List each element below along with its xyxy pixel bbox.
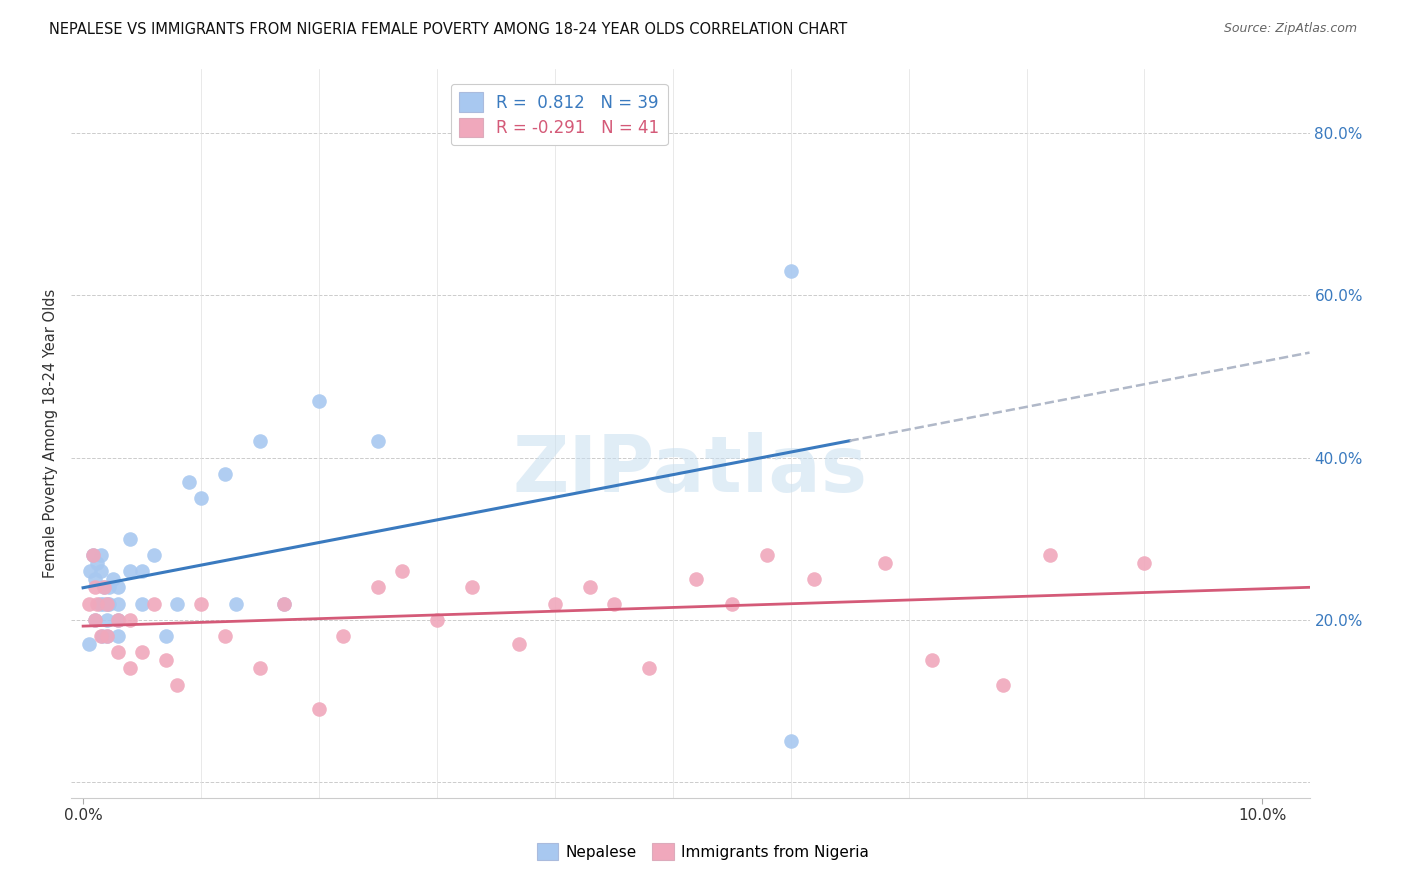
Point (93, 580, 115, 594)
Point (91, 597, 114, 611)
Point (426, 613, 449, 627)
Point (367, 580, 389, 594)
Point (90, 548, 112, 562)
Point (120, 613, 142, 627)
Point (155, 629, 177, 643)
Point (214, 629, 236, 643)
Point (803, 572, 825, 586)
Point (249, 661, 271, 675)
Point (107, 629, 129, 643)
Point (107, 613, 129, 627)
Point (508, 637, 530, 651)
Point (91, 629, 114, 643)
Point (82, 548, 104, 562)
Point (82, 548, 104, 562)
Point (142, 548, 165, 562)
Point (273, 597, 295, 611)
Point (96, 597, 118, 611)
Point (131, 597, 153, 611)
Point (190, 491, 212, 505)
Point (93, 580, 115, 594)
Point (90, 629, 112, 643)
Point (83, 613, 105, 627)
Point (720, 597, 742, 611)
Point (603, 597, 626, 611)
Point (756, 548, 779, 562)
Point (98, 597, 121, 611)
Point (461, 580, 484, 594)
Point (131, 645, 153, 659)
Point (120, 661, 142, 675)
Point (1039, 548, 1062, 562)
Point (214, 467, 236, 481)
Point (544, 597, 567, 611)
Point (367, 434, 389, 449)
Point (107, 645, 129, 659)
Point (1133, 556, 1156, 570)
Point (86, 556, 108, 570)
Y-axis label: Female Poverty Among 18-24 Year Olds: Female Poverty Among 18-24 Year Olds (44, 289, 58, 578)
Legend: R =  0.812   N = 39, R = -0.291   N = 41: R = 0.812 N = 39, R = -0.291 N = 41 (451, 84, 668, 145)
Point (96, 597, 118, 611)
Point (779, 264, 801, 278)
Point (225, 597, 247, 611)
Point (83, 580, 105, 594)
Point (86, 597, 108, 611)
Point (98, 580, 121, 594)
Point (77, 637, 100, 651)
Point (96, 613, 118, 627)
Point (120, 564, 142, 578)
Point (308, 702, 330, 716)
Legend: Nepalese, Immigrants from Nigeria: Nepalese, Immigrants from Nigeria (530, 837, 876, 866)
Point (873, 556, 896, 570)
Point (249, 434, 271, 449)
Point (179, 475, 201, 489)
Point (779, 734, 801, 748)
Point (579, 580, 602, 594)
Point (77, 597, 100, 611)
Point (83, 613, 105, 627)
Point (107, 580, 129, 594)
Point (96, 629, 118, 643)
Point (89, 597, 111, 611)
Point (166, 677, 188, 691)
Point (131, 564, 153, 578)
Point (991, 677, 1014, 691)
Point (638, 661, 661, 675)
Text: NEPALESE VS IMMIGRANTS FROM NIGERIA FEMALE POVERTY AMONG 18-24 YEAR OLDS CORRELA: NEPALESE VS IMMIGRANTS FROM NIGERIA FEMA… (49, 22, 848, 37)
Point (921, 653, 943, 667)
Point (308, 393, 330, 408)
Point (120, 532, 142, 546)
Text: ZIPatlas: ZIPatlas (513, 432, 868, 508)
Point (107, 597, 129, 611)
Point (107, 613, 129, 627)
Point (391, 564, 413, 578)
Point (101, 572, 124, 586)
Point (155, 653, 177, 667)
Point (96, 629, 118, 643)
Point (166, 597, 188, 611)
Point (685, 572, 707, 586)
Point (90, 564, 112, 578)
Point (332, 629, 354, 643)
Point (142, 597, 165, 611)
Text: Source: ZipAtlas.com: Source: ZipAtlas.com (1223, 22, 1357, 36)
Point (79, 564, 101, 578)
Point (83, 572, 105, 586)
Point (273, 597, 295, 611)
Point (190, 597, 212, 611)
